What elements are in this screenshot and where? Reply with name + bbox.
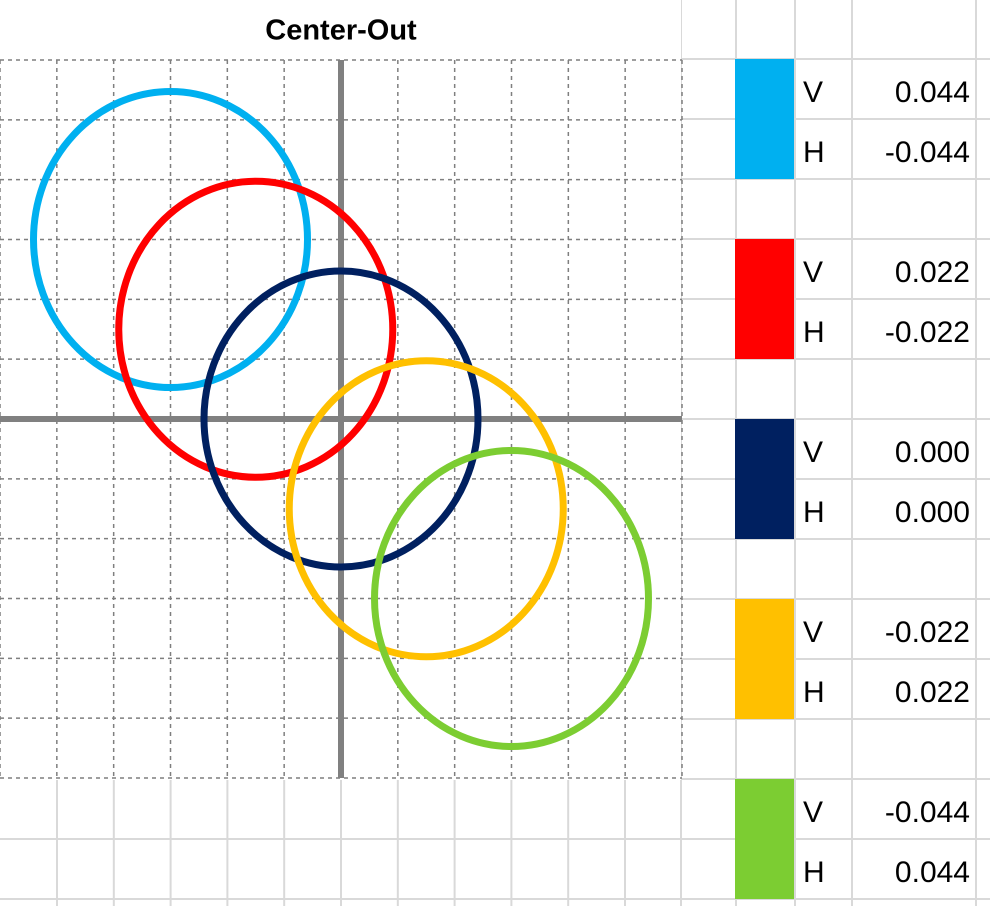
row-label: V [803, 796, 823, 829]
color-swatch [735, 59, 794, 179]
v-value: -0.022 [885, 616, 970, 649]
h-value: -0.044 [885, 136, 970, 169]
circle [371, 447, 652, 750]
row-label: V [803, 256, 823, 289]
circle [200, 267, 482, 571]
axes [0, 60, 682, 778]
circle [285, 357, 567, 661]
color-swatch [735, 599, 794, 719]
marks [30, 88, 652, 750]
v-value: 0.000 [895, 436, 970, 469]
row-label: V [803, 436, 823, 469]
h-value: 0.022 [895, 676, 970, 709]
row-label: H [803, 676, 825, 709]
v-value: -0.044 [885, 796, 970, 829]
row-label: H [803, 316, 825, 349]
h-value: -0.022 [885, 316, 970, 349]
row-label: V [803, 76, 823, 109]
color-swatch [735, 779, 794, 899]
h-value: 0.044 [895, 856, 970, 889]
value-table: VH0.044-0.044VH0.022-0.022VH0.0000.000VH… [735, 59, 970, 899]
color-swatch [735, 419, 794, 539]
h-value: 0.000 [895, 496, 970, 529]
row-label: H [803, 496, 825, 529]
circle [115, 177, 397, 481]
v-value: 0.044 [895, 76, 970, 109]
chart-title: Center-Out [265, 15, 417, 47]
v-value: 0.022 [895, 256, 970, 289]
row-label: H [803, 136, 825, 169]
circle [30, 88, 311, 391]
color-swatch [735, 239, 794, 359]
row-label: H [803, 856, 825, 889]
row-label: V [803, 616, 823, 649]
